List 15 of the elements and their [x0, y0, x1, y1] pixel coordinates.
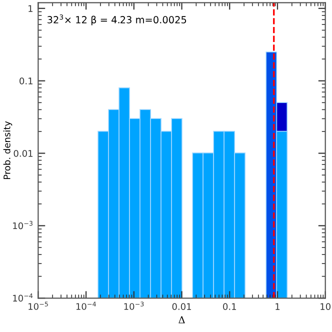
x-tick-label: 0.01	[172, 303, 191, 310]
annotation: 32$^{3}$× 12 β = 4.23 m=0.0025	[48, 14, 186, 26]
x-axis-title: Δ	[178, 316, 185, 324]
x-tick-label: 10$^{−4}$	[76, 302, 96, 310]
x-tick-label: 10$^{−5}$	[28, 302, 48, 310]
y-tick-label: 0.01	[14, 150, 32, 157]
x-tick-label: 10$^{−3}$	[124, 302, 144, 310]
y-tick-label: 10$^{−4}$	[13, 293, 33, 302]
y-tick-label: 0.1	[20, 78, 32, 84]
x-tick-label: 0.1	[223, 303, 236, 310]
y-tick-label: 1	[28, 5, 32, 12]
y-axis-title: Prob. density	[3, 121, 12, 179]
x-tick-label: 1	[276, 303, 280, 310]
y-tick-label: 10$^{−3}$	[13, 220, 32, 230]
x-tick-label: 10	[320, 303, 331, 310]
